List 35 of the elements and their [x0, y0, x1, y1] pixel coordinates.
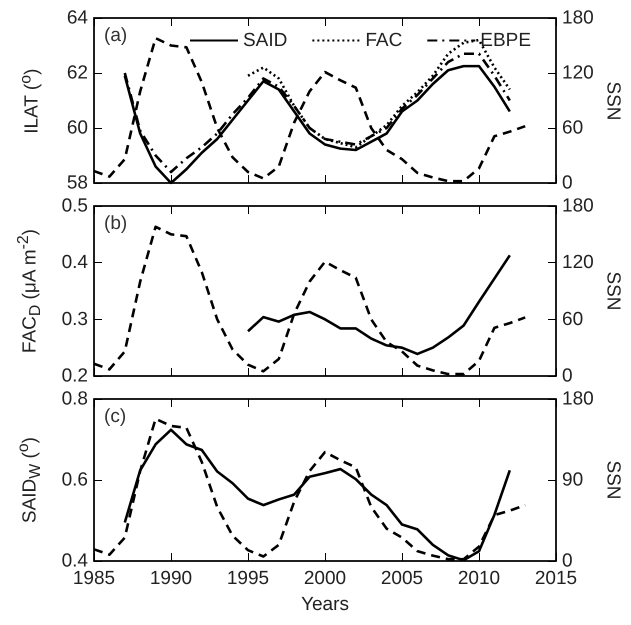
- y-tick-label: 0.5: [62, 196, 88, 216]
- y-tick-label: 0.2: [62, 366, 88, 386]
- y2-tick-label: 180: [562, 388, 594, 410]
- y2-axis-title: SSN: [601, 460, 624, 500]
- y2-tick-label: 0: [562, 366, 573, 386]
- y2-tick-label: 60: [562, 308, 584, 330]
- y2-tick-label: 0: [562, 172, 573, 194]
- y-tick-label: 60: [66, 118, 88, 138]
- x-axis-title: Years: [301, 594, 349, 615]
- y2-tick-label: 90: [562, 470, 584, 490]
- y-tick-label: 64: [66, 8, 88, 28]
- y2-tick-label: 180: [562, 196, 594, 216]
- y2-tick-label: 120: [562, 62, 594, 84]
- annotation: (a): [104, 25, 128, 46]
- x-tick-label: 2005: [380, 568, 424, 589]
- annotation: (b): [104, 213, 128, 234]
- legend-label: SAID: [243, 30, 288, 51]
- y2-axis-title: SSN: [601, 80, 624, 120]
- annotation: (c): [104, 406, 126, 427]
- y-tick-label: 0.6: [62, 470, 88, 490]
- y-tick-label: 0.3: [62, 308, 88, 330]
- y2-tick-label: 60: [562, 118, 584, 138]
- y2-tick-label: 120: [562, 252, 594, 274]
- x-tick-label: 1995: [226, 568, 270, 589]
- y2-axis-title: SSN: [601, 271, 624, 311]
- x-tick-label: 2010: [458, 568, 500, 589]
- x-tick-label: 2000: [304, 568, 346, 589]
- y2-tick-label: 180: [562, 8, 594, 28]
- legend-label: EBPE: [480, 30, 531, 51]
- legend-label: FAC: [365, 30, 402, 51]
- x-tick-label: 1990: [150, 568, 192, 589]
- y-tick-label: 58: [66, 172, 88, 194]
- y-tick-label: 62: [66, 62, 88, 84]
- y-tick-label: 0.8: [62, 388, 88, 410]
- y-tick-label: 0.4: [62, 252, 88, 274]
